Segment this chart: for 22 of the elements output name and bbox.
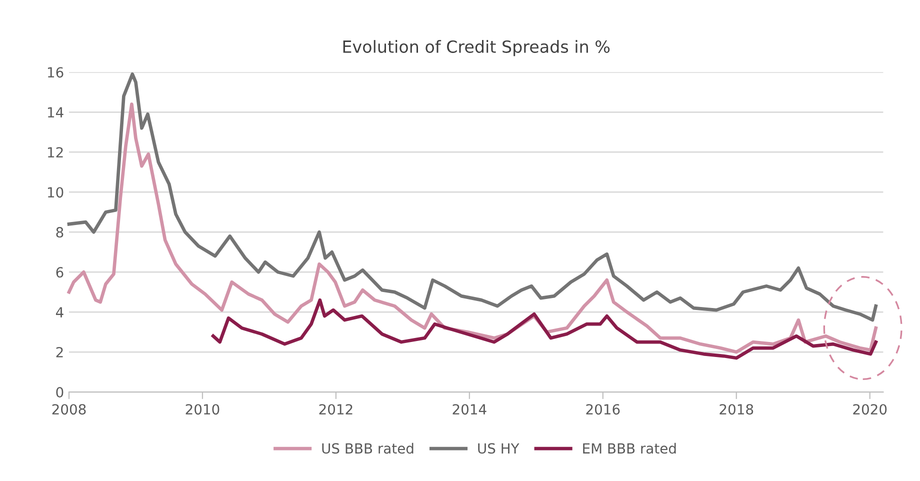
y-tick-label: 2 [56,347,63,358]
x-tick-label: 2020 [853,404,887,415]
y-tick-label: 4 [56,307,64,318]
legend-label: EM BBB rated [583,442,676,454]
y-tick-label: 14 [48,107,64,118]
line-series [211,298,878,360]
line-series [67,72,878,322]
legend-label: US BBB rated [322,442,414,454]
chart-title: Evolution of Credit Spreads in % [343,40,610,56]
y-tick-label: 0 [56,386,64,398]
x-tick-label: 2014 [452,404,486,415]
y-tick-label: 10 [48,187,64,198]
x-tick-label: 2016 [586,404,620,415]
x-tick-label: 2010 [186,404,220,415]
y-tick-label: 12 [48,147,63,158]
x-tick-label: 2008 [52,404,86,415]
x-tick-label: 2012 [319,404,352,415]
y-tick-label: 8 [56,227,64,238]
y-tick-label: 16 [48,67,64,78]
legend-label: US HY [478,443,520,454]
x-tick-label: 2018 [720,404,754,415]
y-tick-label: 6 [56,267,64,278]
